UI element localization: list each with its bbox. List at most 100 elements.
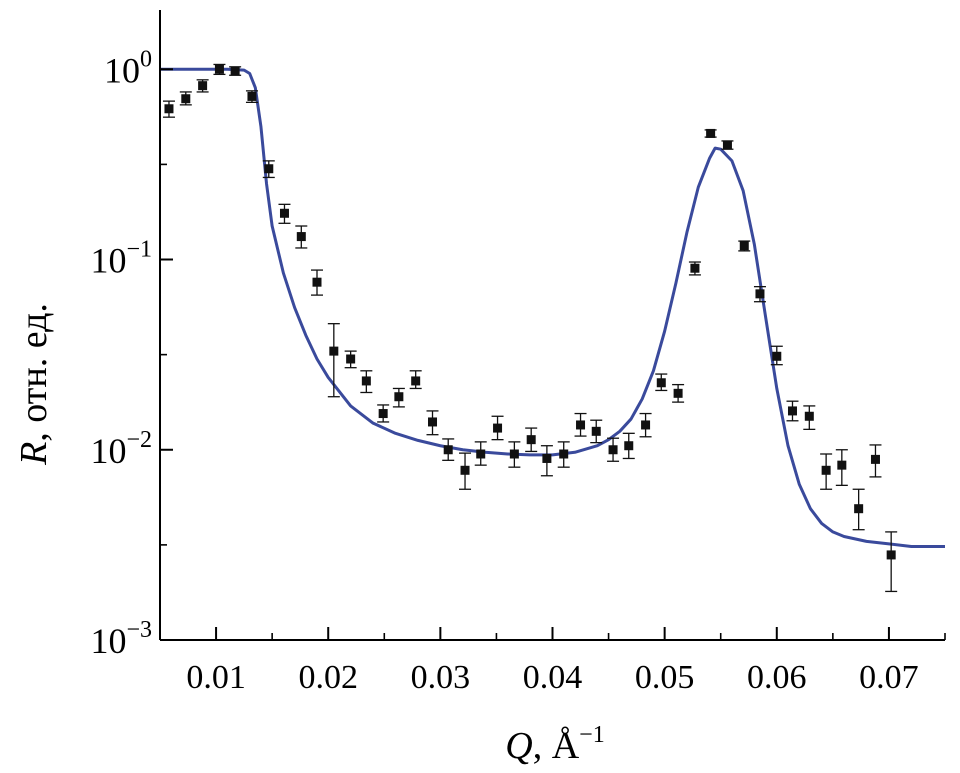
data-marker — [264, 164, 274, 174]
y-tick-label-base: 10 — [90, 621, 126, 661]
data-marker — [673, 388, 683, 398]
y-tick-label-exponent: −2 — [126, 427, 152, 453]
data-point — [835, 449, 848, 486]
data-marker — [886, 550, 896, 560]
data-marker — [361, 376, 371, 386]
data-marker — [542, 453, 552, 463]
data-point — [459, 452, 472, 490]
x-axis-title-text: , Å — [533, 725, 580, 767]
y-tick-label-base: 10 — [104, 50, 140, 90]
fit-curve — [160, 67, 945, 549]
data-marker — [591, 426, 601, 436]
data-point — [885, 531, 898, 593]
y-tick-label-base: 10 — [90, 431, 126, 471]
data-point — [704, 128, 717, 138]
y-axis-title-text: , отн. ед. — [13, 303, 55, 442]
y-tick-label-exponent: −3 — [126, 617, 152, 643]
data-marker — [772, 351, 782, 361]
data-marker — [854, 504, 864, 514]
x-axis-title: Q, Å−1 — [505, 722, 604, 767]
plot-area — [160, 63, 945, 593]
data-marker — [608, 445, 618, 455]
data-marker — [870, 454, 880, 464]
x-tick-label: 0.02 — [298, 659, 358, 696]
data-point — [574, 412, 587, 437]
data-point — [213, 63, 226, 76]
x-axis-title-symbol: Q — [505, 725, 532, 767]
x-tick-label: 0.03 — [411, 659, 471, 696]
data-marker — [164, 104, 174, 114]
data-marker — [198, 81, 208, 91]
data-marker — [378, 409, 388, 419]
data-point — [803, 405, 816, 431]
data-marker — [181, 94, 191, 104]
data-point — [360, 370, 373, 394]
data-point — [786, 400, 799, 422]
data-point — [852, 488, 865, 531]
data-marker — [559, 449, 569, 459]
data-point — [377, 404, 390, 423]
data-point — [474, 441, 487, 466]
data-marker — [624, 441, 634, 451]
data-point — [344, 350, 357, 369]
y-tick-label-exponent: 0 — [140, 46, 152, 72]
data-marker — [279, 208, 289, 218]
data-point — [590, 419, 603, 444]
axis-labels: R, отн. ед. Q, Å−1 — [13, 303, 605, 767]
data-marker — [787, 406, 797, 416]
data-point — [622, 432, 635, 460]
x-tick-label: 0.04 — [523, 659, 583, 696]
data-point — [639, 412, 652, 438]
data-point — [525, 427, 538, 453]
data-point — [721, 140, 734, 150]
x-tick-label: 0.01 — [186, 659, 246, 696]
data-marker — [296, 232, 306, 242]
data-marker — [576, 420, 586, 430]
y-tick-label: 10−1 — [90, 237, 152, 281]
x-axis-title-exponent: −1 — [579, 722, 605, 748]
data-marker — [739, 241, 749, 251]
data-marker — [247, 91, 257, 101]
data-point — [869, 444, 882, 478]
data-marker — [837, 460, 847, 470]
data-point — [162, 100, 175, 118]
data-point — [262, 160, 275, 179]
data-marker — [346, 354, 356, 364]
data-point — [327, 323, 340, 398]
data-marker — [690, 263, 700, 273]
data-point — [820, 453, 833, 490]
data-point — [278, 203, 291, 224]
y-tick-label: 10−3 — [90, 617, 152, 661]
data-point — [491, 415, 504, 441]
data-marker — [428, 417, 438, 427]
data-point — [770, 345, 783, 366]
data-point — [311, 269, 323, 296]
data-marker — [476, 449, 486, 459]
data-marker — [722, 140, 732, 150]
x-tick-label: 0.06 — [747, 659, 807, 696]
data-marker — [493, 423, 503, 433]
y-tick-label: 10−2 — [90, 427, 152, 471]
data-marker — [755, 289, 765, 299]
data-marker — [394, 392, 404, 402]
data-marker — [821, 465, 831, 475]
y-tick-label: 100 — [104, 46, 152, 90]
data-point — [688, 261, 701, 276]
data-marker — [312, 277, 322, 287]
data-marker — [214, 64, 224, 74]
y-tick-label-base: 10 — [90, 241, 126, 281]
data-marker — [656, 378, 666, 388]
data-marker — [641, 420, 651, 430]
data-point — [179, 91, 192, 106]
data-point — [392, 387, 405, 408]
y-axis-title: R, отн. ед. — [13, 303, 55, 466]
data-point — [508, 441, 521, 468]
data-point — [557, 441, 570, 468]
data-marker — [460, 465, 470, 475]
data-marker — [509, 449, 519, 459]
data-marker — [526, 435, 536, 445]
data-marker — [329, 346, 339, 356]
data-marker — [443, 445, 453, 455]
